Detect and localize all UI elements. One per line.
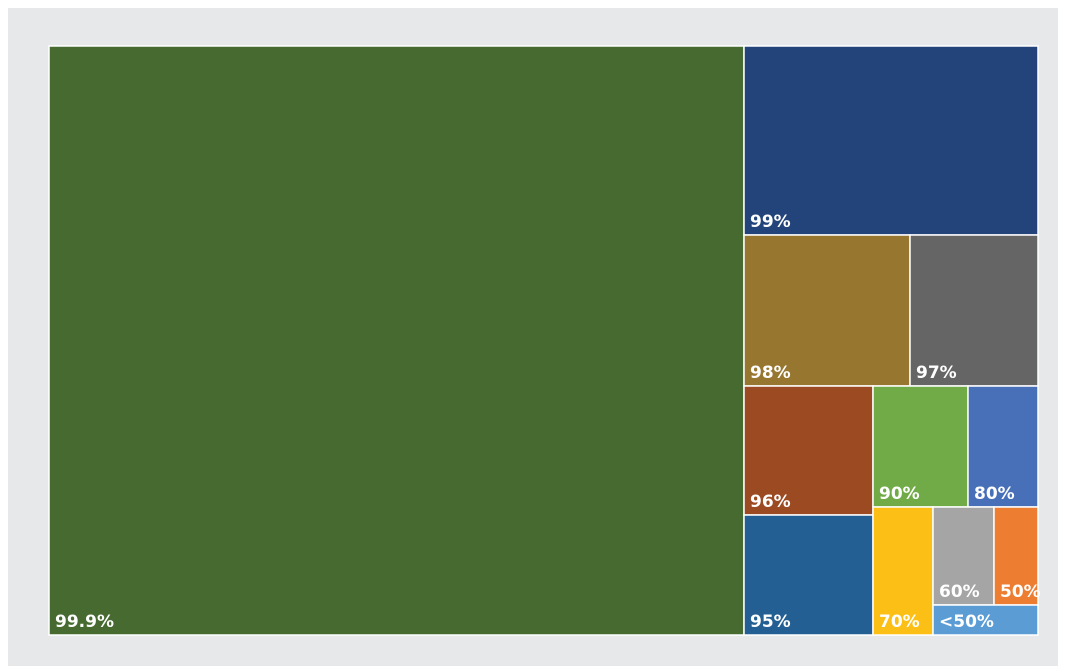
treemap-cell-label: 96% [750, 492, 791, 512]
treemap-cell-label: 90% [879, 484, 920, 504]
treemap-cell-label: 97% [916, 363, 957, 383]
treemap-cell: 70% [872, 506, 934, 636]
treemap-cell-label: 80% [974, 484, 1015, 504]
treemap-cell-label: 60% [939, 582, 980, 602]
treemap-cell: 96% [743, 385, 874, 516]
treemap-cell-rect [48, 45, 745, 636]
treemap-cell-rect [932, 604, 1039, 636]
treemap-cell: 60% [932, 506, 995, 606]
treemap-cell-rect [743, 514, 874, 636]
treemap-cell-label: 99.9% [55, 612, 114, 632]
treemap-cell: 99% [743, 45, 1039, 236]
treemap-cell-rect [743, 45, 1039, 236]
treemap-cell-label: 95% [750, 612, 791, 632]
treemap-cell: 50% [993, 506, 1041, 606]
treemap-cell: <50% [932, 604, 1039, 636]
treemap-cell-rect [743, 385, 874, 516]
treemap-cell-rect [743, 234, 911, 387]
treemap-cell: 95% [743, 514, 874, 636]
treemap-cell-label: 70% [879, 612, 920, 632]
treemap-cell-label: <50% [939, 612, 994, 632]
treemap-cell-rect [909, 234, 1039, 387]
treemap-cell-rect [993, 506, 1039, 606]
treemap-cell-label: 99% [750, 212, 791, 232]
treemap-cell: 90% [872, 385, 969, 508]
treemap-cell: 98% [743, 234, 911, 387]
treemap-cell-label: 98% [750, 363, 791, 383]
treemap-cell: 80% [967, 385, 1039, 508]
treemap-cell-rect [932, 506, 995, 606]
treemap-cell: 97% [909, 234, 1039, 387]
treemap-cell: 99.9% [48, 45, 745, 636]
treemap-cell-label: 50% [1000, 582, 1041, 602]
